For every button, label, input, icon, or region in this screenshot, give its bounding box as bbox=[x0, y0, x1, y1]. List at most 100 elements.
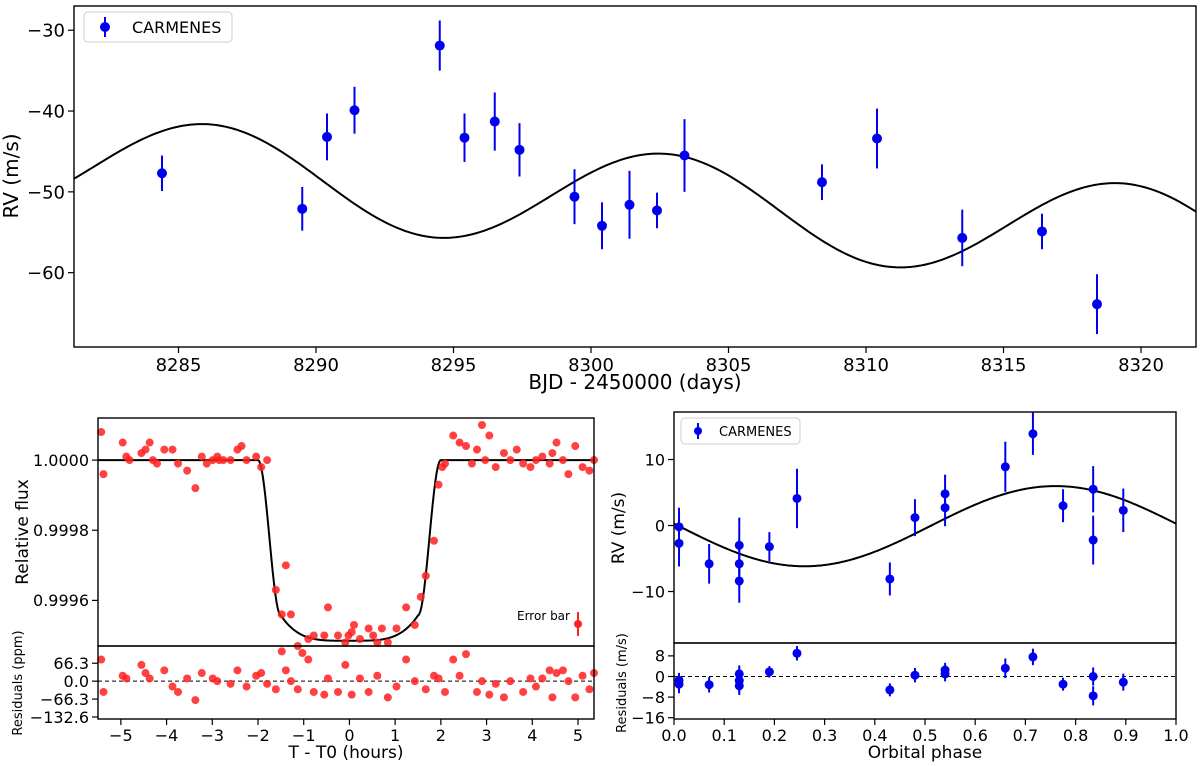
rv-time-point bbox=[569, 191, 580, 202]
transit-point bbox=[571, 442, 580, 451]
rv-phase-residuals-point bbox=[792, 648, 802, 658]
transit-point bbox=[219, 456, 228, 465]
rv-time-legend-label: CARMENES bbox=[132, 18, 221, 37]
transit-residuals-xtick-label: 0 bbox=[344, 726, 354, 745]
transit-residuals-point bbox=[373, 671, 382, 680]
rv-phase-residuals-point bbox=[1118, 677, 1128, 687]
rv-phase-panel: −10 0 10 CARMENES RV (m/s) bbox=[609, 411, 1177, 644]
transit-point bbox=[141, 445, 150, 454]
transit-residuals-point bbox=[383, 693, 392, 702]
rv-phase-residuals-point bbox=[885, 685, 895, 695]
transit-panel: 0.9996 0.9998 1.0000 Error bar Relative fl… bbox=[13, 417, 598, 658]
transit-residuals-point bbox=[191, 696, 200, 705]
transit-point bbox=[416, 592, 425, 601]
transit-residuals-xtick-label: 1 bbox=[390, 726, 400, 745]
transit-residuals-marks bbox=[97, 647, 598, 705]
transit-residuals-point bbox=[257, 669, 266, 678]
transit-residuals-point bbox=[271, 685, 280, 694]
transit-residuals-point bbox=[478, 677, 486, 686]
transit-residuals-point bbox=[440, 687, 449, 696]
transit-point bbox=[242, 456, 251, 465]
transit-point bbox=[506, 456, 515, 465]
rv-phase-point bbox=[764, 542, 774, 552]
rv-time-xtick-label: 8300 bbox=[568, 355, 614, 376]
transit-residuals-point bbox=[578, 671, 587, 680]
rv-time-legend: CARMENES bbox=[83, 11, 233, 43]
transit-residuals-point bbox=[410, 677, 419, 686]
rv-time-model-curve bbox=[74, 123, 1196, 269]
rv-phase-residuals-xtick-label: 0.7 bbox=[1013, 726, 1038, 745]
transit-point bbox=[455, 438, 464, 447]
rv-time-point bbox=[652, 205, 662, 216]
transit-residuals-point bbox=[233, 666, 242, 675]
transit-point bbox=[99, 470, 108, 479]
rv-phase-residuals-xlabel: Orbital phase bbox=[868, 743, 982, 763]
transit-residuals-point bbox=[402, 655, 411, 664]
transit-point bbox=[191, 484, 200, 493]
transit-point bbox=[263, 456, 272, 465]
transit-ylabel: Relative flux bbox=[13, 479, 33, 585]
transit-point bbox=[226, 456, 235, 465]
transit-marks bbox=[97, 421, 598, 658]
transit-point bbox=[467, 459, 476, 468]
rv-phase-legend-label: CARMENES bbox=[719, 425, 792, 440]
transit-point bbox=[548, 449, 557, 458]
transit-point bbox=[578, 463, 587, 472]
transit-point bbox=[462, 442, 470, 451]
transit-point bbox=[152, 459, 161, 468]
rv-phase-marks bbox=[674, 412, 1176, 603]
transit-residuals-point bbox=[145, 674, 154, 683]
transit-point bbox=[430, 536, 438, 545]
transit-point bbox=[512, 445, 521, 454]
transit-residuals-point bbox=[263, 679, 272, 688]
rv-phase-residuals-ylabel: Residuals (m/s) bbox=[615, 633, 630, 733]
transit-point bbox=[341, 638, 350, 647]
rv-time-point bbox=[157, 168, 167, 179]
transit-ytick-label: 0.9996 bbox=[33, 591, 89, 610]
transit-point bbox=[491, 463, 500, 472]
rv-phase-legend: CARMENES bbox=[680, 417, 801, 445]
transit-residuals-point bbox=[519, 687, 528, 696]
rv-phase-residuals-point bbox=[1088, 671, 1098, 681]
rv-time-point bbox=[872, 133, 882, 144]
rv-time-point bbox=[349, 105, 360, 116]
transit-residuals-point bbox=[334, 687, 342, 696]
rv-time-marks bbox=[74, 20, 1196, 335]
transit-residuals-point bbox=[168, 682, 177, 691]
transit-residuals-point bbox=[122, 674, 131, 683]
transit-residuals-ticks: −5 −4 −3 −2 −1 0 1 2 3 4 5 −132.6−66.30.066.3 bbox=[30, 654, 583, 745]
rv-phase-point bbox=[792, 493, 802, 503]
transit-residuals-point bbox=[364, 687, 373, 696]
rv-time-xlabel: BJD - 2450000 (days) bbox=[528, 370, 741, 394]
transit-point bbox=[373, 638, 382, 647]
transit-point bbox=[197, 452, 206, 461]
transit-residuals-xtick-label: −2 bbox=[246, 726, 270, 745]
transit-residuals-xtick-label: −3 bbox=[200, 726, 224, 745]
transit-point bbox=[478, 421, 486, 430]
transit-point bbox=[257, 463, 266, 472]
transit-residuals-point bbox=[585, 685, 594, 694]
transit-point bbox=[558, 456, 567, 465]
transit-residuals-point bbox=[485, 690, 494, 699]
transit-residuals-point bbox=[183, 674, 192, 683]
rv-phase-axes-frame bbox=[673, 411, 1177, 644]
transit-point bbox=[369, 631, 378, 640]
transit-residuals-point bbox=[213, 677, 222, 686]
transit-point bbox=[350, 620, 358, 629]
rv-phase-legend-marker bbox=[694, 427, 702, 435]
transit-point bbox=[118, 438, 127, 447]
transit-point bbox=[183, 466, 192, 475]
rv-time-ytick-label: −40 bbox=[27, 102, 65, 123]
rv-phase-residuals-point bbox=[1088, 691, 1098, 701]
rv-phase-residuals-xtick-label: 0.6 bbox=[962, 726, 987, 745]
rv-time-point bbox=[489, 116, 500, 127]
rv-phase-residuals-xtick-label: 0.9 bbox=[1113, 726, 1138, 745]
rv-time-ytick-label: −30 bbox=[27, 21, 65, 42]
transit-residuals-point bbox=[277, 647, 286, 656]
transit-residuals-point bbox=[564, 677, 573, 686]
rv-time-point bbox=[957, 232, 968, 243]
rv-phase-point bbox=[940, 503, 950, 513]
transit-residuals-xtick-label: 4 bbox=[527, 726, 537, 745]
transit-residuals-point bbox=[304, 655, 313, 664]
rv-time-xtick-label: 8305 bbox=[706, 355, 752, 376]
